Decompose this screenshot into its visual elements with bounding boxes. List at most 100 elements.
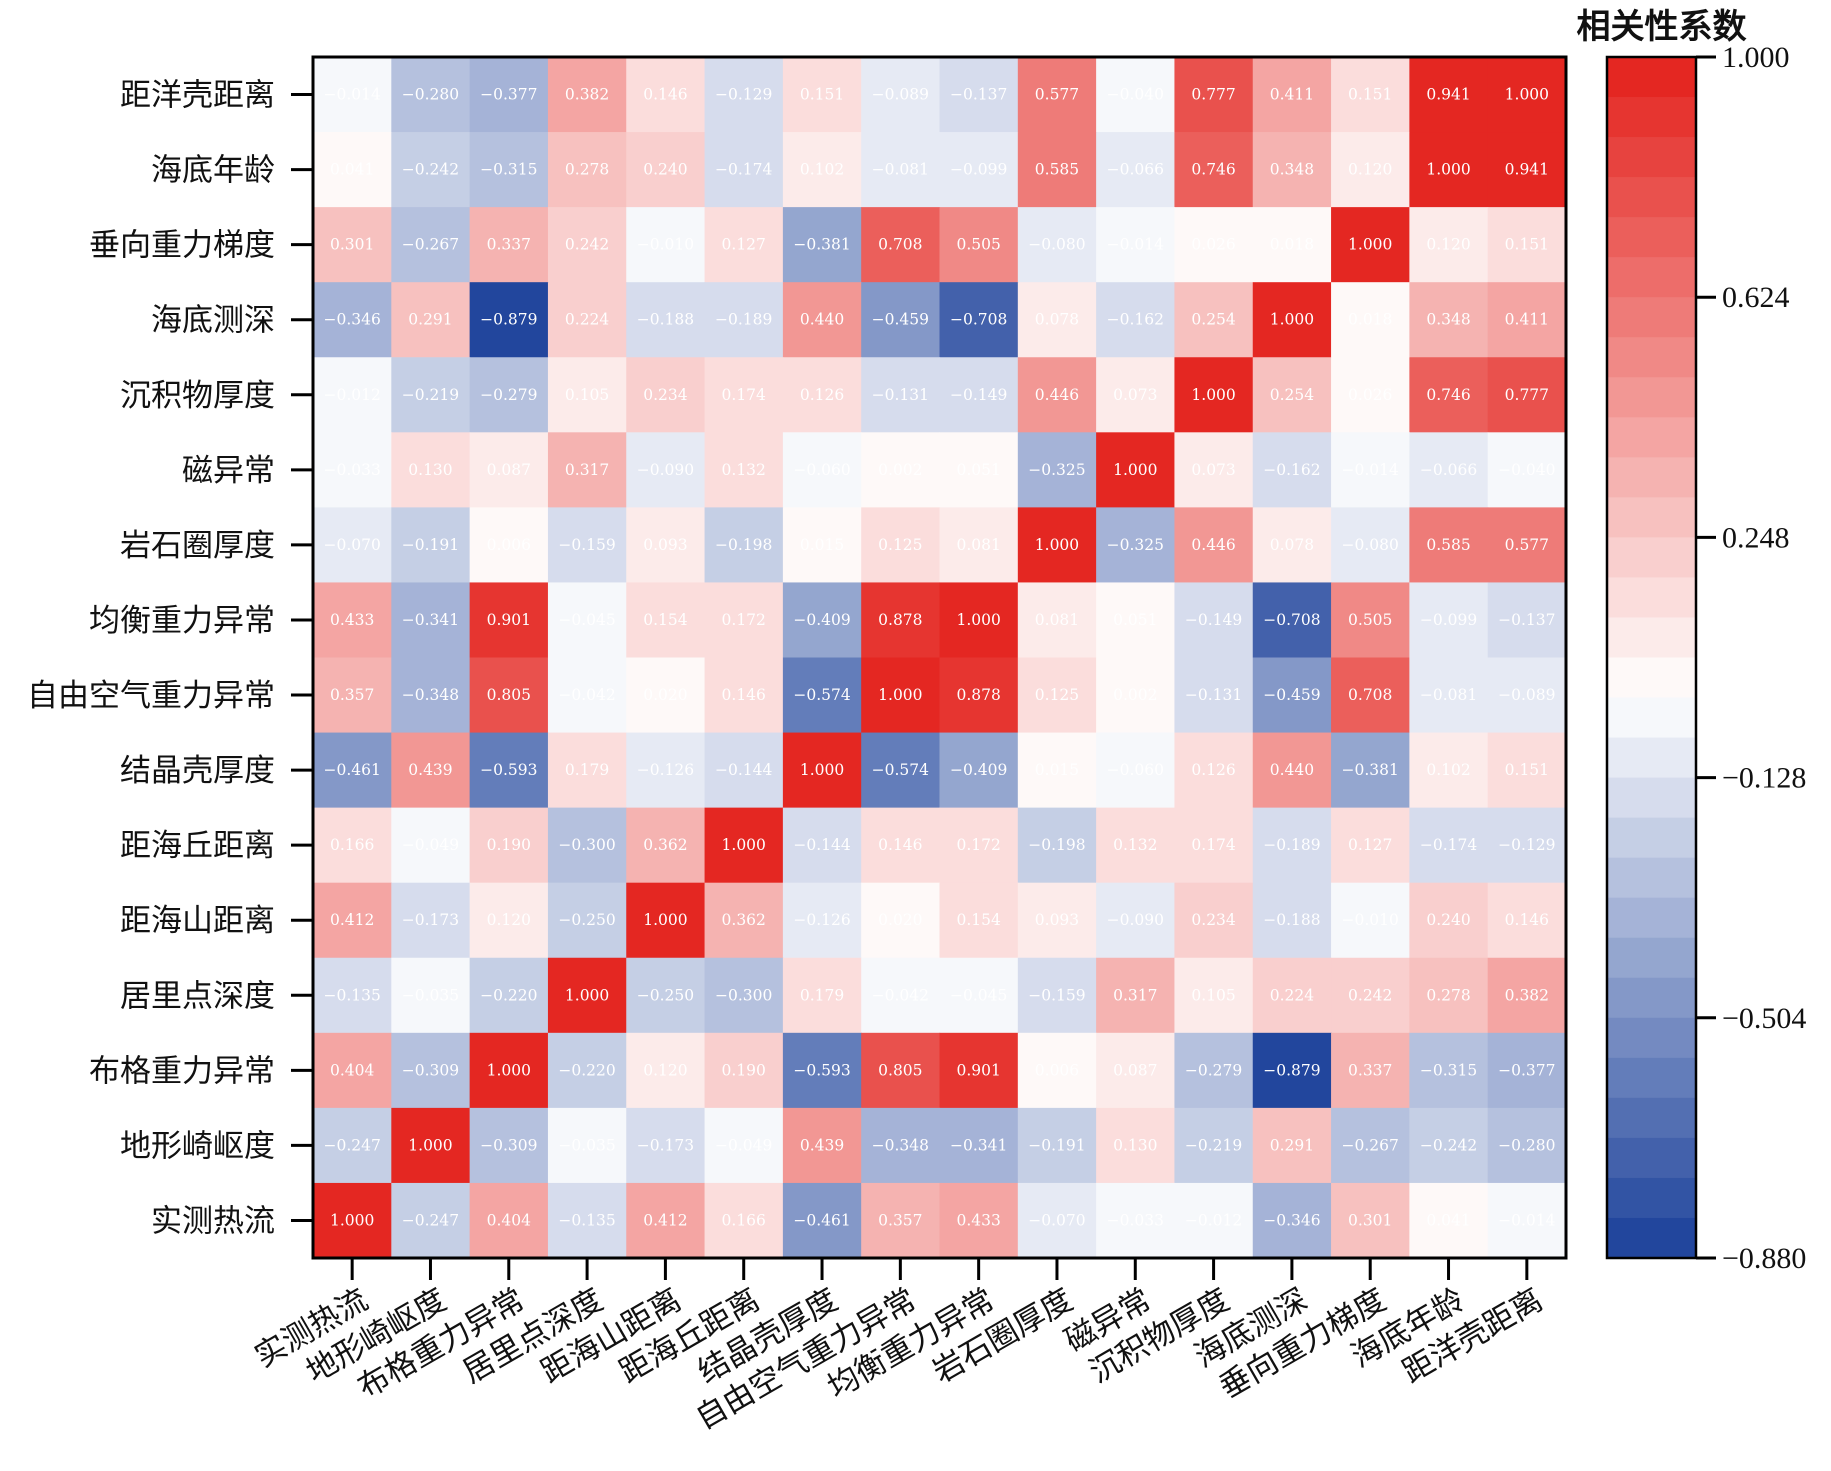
cell-value-label: −0.381: [1342, 761, 1399, 779]
heatmap-cell: [1409, 207, 1489, 283]
cell-value-label: 0.105: [565, 386, 609, 404]
y-tick-label: 磁异常: [182, 453, 275, 489]
colorbar-tick-label: 0.624: [1722, 281, 1790, 314]
heatmap-cell: [939, 657, 1019, 734]
cell-value-label: 0.172: [956, 836, 1000, 854]
heatmap-cell: [1252, 282, 1332, 358]
heatmap-cell: [391, 882, 471, 959]
cell-value-label: −0.042: [872, 986, 929, 1004]
heatmap-cell: [626, 1107, 706, 1184]
heatmap-cell: [1252, 357, 1332, 433]
heatmap-cell: [1252, 207, 1332, 283]
heatmap-cell: [1487, 732, 1567, 809]
heatmap-cell: [391, 357, 471, 433]
colorbar-band: [1607, 1177, 1696, 1219]
heatmap-cell: [1096, 357, 1176, 433]
heatmap-cell: [782, 207, 862, 283]
heatmap-cell: [547, 57, 627, 133]
heatmap-cell: [1487, 582, 1567, 659]
cell-value-label: 0.073: [1113, 386, 1157, 404]
heatmap-cell: [391, 282, 471, 358]
heatmap-cell: [704, 57, 784, 133]
cell-value-label: 0.412: [330, 911, 374, 929]
cell-value-label: −0.137: [950, 86, 1007, 104]
heatmap-cell: [313, 582, 392, 659]
heatmap-cell: [861, 207, 941, 283]
cell-value-label: −0.040: [1107, 86, 1164, 104]
cell-value-label: −0.341: [402, 611, 459, 629]
heatmap-cell: [1409, 882, 1489, 959]
heatmap-cell: [469, 657, 549, 734]
heatmap-cell: [313, 1107, 392, 1184]
cell-value-label: 1.000: [956, 611, 1000, 629]
cell-value-label: −0.250: [637, 986, 694, 1004]
cell-value-label: −0.188: [1263, 911, 1320, 929]
cell-value-label: −0.162: [1107, 311, 1164, 329]
heatmap-cell: [313, 132, 392, 208]
cell-value-label: 0.190: [722, 1061, 766, 1079]
heatmap-cell: [547, 957, 627, 1034]
heatmap-cell: [626, 807, 706, 884]
heatmap-cell: [469, 957, 549, 1034]
cell-value-label: 0.577: [1035, 86, 1079, 104]
heatmap-cell: [469, 432, 549, 508]
heatmap-cell: [1487, 1107, 1567, 1184]
cell-value-label: 0.120: [1348, 161, 1392, 179]
heatmap-cell: [782, 132, 862, 208]
heatmap-cell: [547, 807, 627, 884]
cell-value-label: −0.220: [480, 986, 537, 1004]
heatmap-cell: [1017, 1032, 1097, 1109]
heatmap-cell: [782, 507, 862, 584]
cell-value-label: −0.137: [1498, 611, 1555, 629]
heatmap-cell: [704, 807, 784, 884]
heatmap-cell: [1174, 1182, 1254, 1259]
colorbar-band: [1607, 697, 1696, 739]
heatmap-cell: [1409, 282, 1489, 358]
heatmap-cell: [313, 432, 392, 508]
cell-value-label: 0.127: [722, 236, 766, 254]
heatmap-cell: [1487, 282, 1567, 358]
cell-value-label: 0.127: [1348, 836, 1392, 854]
heatmap-cell: [626, 957, 706, 1034]
heatmap-cell: [1174, 57, 1254, 133]
cell-value-label: 0.382: [1505, 986, 1549, 1004]
heatmap-cell: [313, 732, 392, 809]
cell-value-label: 0.433: [330, 611, 374, 629]
colorbar-band: [1607, 457, 1696, 498]
cell-value-label: 0.102: [1426, 761, 1470, 779]
cell-value-label: 0.154: [643, 611, 688, 629]
cell-value-label: 0.015: [800, 536, 844, 554]
cell-value-label: 0.440: [800, 311, 844, 329]
heatmap-cell: [547, 732, 627, 809]
heatmap-cell: [547, 207, 627, 283]
heatmap-cell: [1409, 357, 1489, 433]
cell-value-label: −0.129: [1498, 836, 1555, 854]
y-tick-label: 居里点深度: [120, 978, 275, 1014]
cell-value-label: 0.006: [1035, 1061, 1079, 1079]
heatmap-cell: [939, 1107, 1019, 1184]
x-axis: 实测热流地形崎岖度布格重力异常居里点深度距海山距离距海丘距离结晶壳厚度自由空气重…: [249, 1258, 1549, 1437]
colorbar-tick-label: 1.000: [1722, 41, 1790, 74]
cell-value-label: 0.190: [487, 836, 531, 854]
heatmap-cell: [1409, 57, 1489, 133]
heatmap-cell: [1331, 1032, 1410, 1109]
heatmap-cell: [939, 807, 1019, 884]
colorbar-frame: [1605, 55, 1698, 1260]
cell-value-label: 0.174: [1191, 836, 1236, 854]
cell-value-label: −0.174: [715, 161, 772, 179]
heatmap-cell: [1331, 957, 1410, 1034]
heatmap-cell: [547, 582, 627, 659]
heatmap-cell: [1331, 1107, 1410, 1184]
cell-value-label: −0.035: [558, 1136, 615, 1154]
heatmap-cell: [861, 732, 941, 809]
cell-value-label: −0.035: [402, 986, 459, 1004]
heatmap-cell: [861, 807, 941, 884]
heatmap-cell: [782, 1032, 862, 1109]
cell-value-label: −0.081: [1420, 686, 1477, 704]
colorbar-band: [1607, 537, 1696, 579]
heatmap-cell: [1017, 282, 1097, 358]
heatmap-cell: [1487, 1032, 1567, 1109]
cell-value-label: −0.131: [1185, 686, 1242, 704]
cell-value-label: 0.362: [722, 911, 766, 929]
heatmap-cell: [782, 882, 862, 959]
